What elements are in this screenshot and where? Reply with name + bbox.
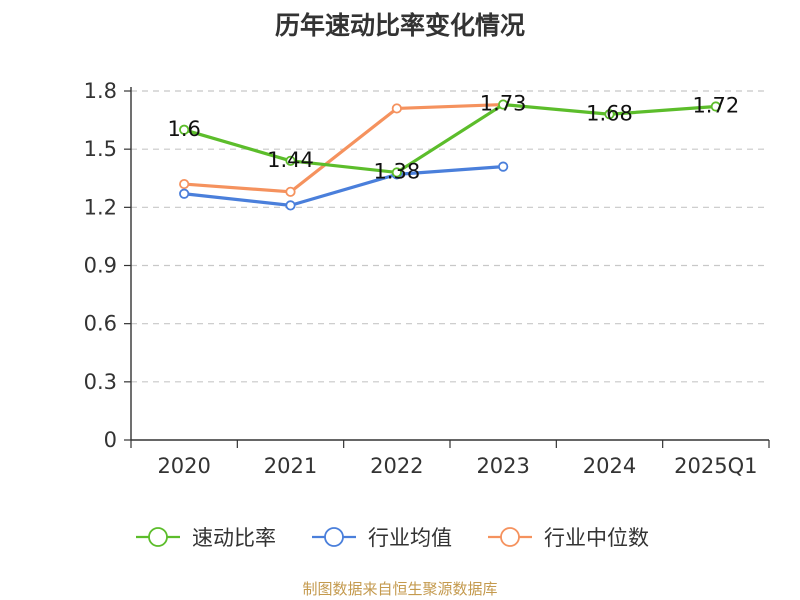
data-point (179, 188, 190, 199)
x-tick-label: 2023 (476, 454, 529, 478)
legend-label: 速动比率 (192, 526, 276, 550)
chart-title: 历年速动比率变化情况 (274, 11, 525, 40)
data-label: 1.68 (586, 101, 633, 125)
x-tick-label: 2020 (157, 454, 210, 478)
data-point (179, 124, 190, 135)
data-point (710, 101, 721, 112)
x-tick-label: 2022 (370, 454, 423, 478)
y-tick-label: 0.9 (84, 254, 117, 278)
data-point (285, 155, 296, 166)
series-line (182, 165, 505, 207)
y-tick-label: 1.5 (84, 137, 117, 161)
y-tick-label: 0.3 (84, 370, 117, 394)
y-tick-label: 1.8 (84, 79, 117, 103)
data-label: 1.72 (692, 94, 739, 118)
data-label: 1.6 (167, 117, 200, 141)
data-label: 1.38 (373, 159, 420, 183)
data-point (498, 161, 509, 172)
series-line (182, 102, 718, 175)
data-label: 1.73 (480, 92, 527, 116)
legend-swatch-marker (324, 527, 344, 547)
x-tick-label: 2024 (583, 454, 636, 478)
y-tick-label: 0.6 (84, 312, 117, 336)
x-tick-label: 2025Q1 (674, 454, 757, 478)
data-point (604, 109, 615, 120)
data-point (285, 186, 296, 197)
data-label: 1.44 (267, 148, 314, 172)
x-tick-label: 2021 (264, 454, 317, 478)
data-point (285, 200, 296, 211)
data-point (179, 178, 190, 190)
legend-swatch-marker (148, 527, 168, 547)
series-line (182, 102, 505, 194)
source-note: 制图数据来自恒生聚源数据库 (302, 580, 498, 598)
data-point (498, 99, 509, 110)
y-tick-label: 0 (104, 428, 117, 452)
legend-label: 行业中位数 (544, 526, 649, 550)
data-point (391, 103, 402, 114)
y-tick-label: 1.2 (84, 195, 117, 219)
data-point (391, 167, 402, 178)
legend-label: 行业均值 (368, 526, 452, 550)
legend-swatch-marker (500, 527, 520, 547)
